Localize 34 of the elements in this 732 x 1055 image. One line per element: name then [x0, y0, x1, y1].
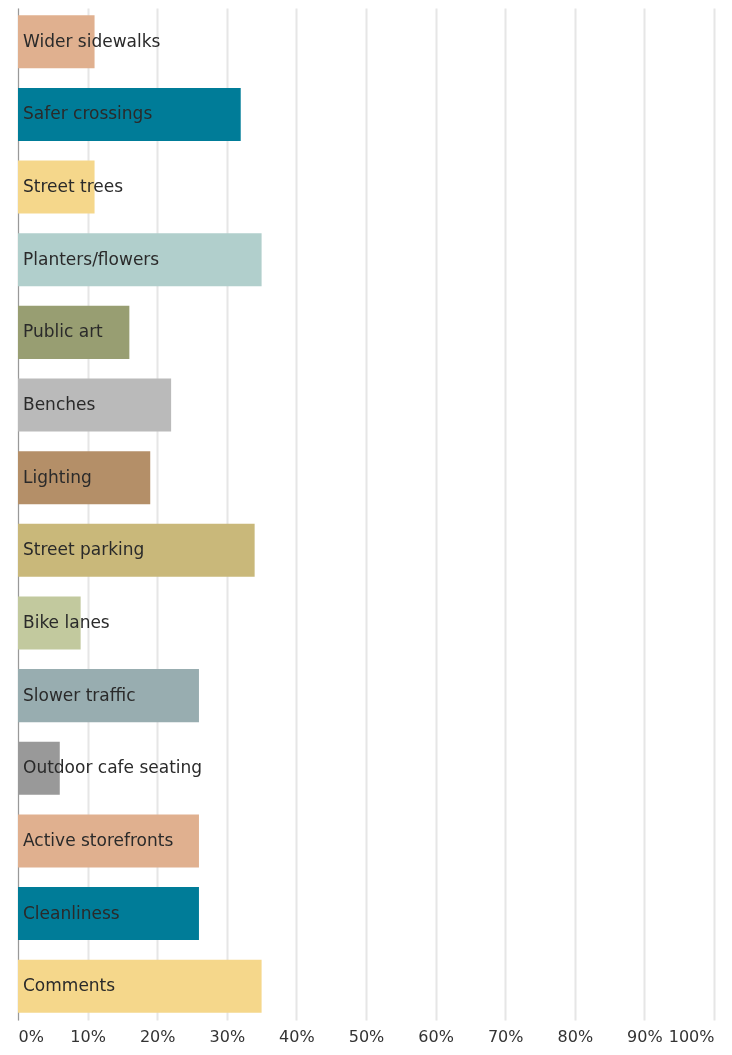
x-tick-label: 0% — [18, 1026, 44, 1046]
y-tick-label: Comments — [23, 975, 116, 996]
y-tick-label: Wider sidewalks — [23, 30, 161, 51]
bar — [18, 669, 199, 723]
x-tick-label: 60% — [418, 1026, 454, 1046]
y-tick-label: Active storefronts — [23, 829, 174, 850]
bar — [18, 887, 199, 941]
y-tick-label: Cleanliness — [23, 902, 120, 923]
x-tick-label: 20% — [139, 1026, 176, 1046]
bar — [18, 451, 151, 505]
y-tick-label: Safer crossings — [23, 103, 153, 124]
bar — [18, 959, 262, 1013]
y-tick-label: Lighting — [23, 466, 92, 487]
x-tick-label: 100% — [668, 1026, 715, 1046]
bar — [18, 87, 241, 141]
x-tick-label: 50% — [348, 1026, 385, 1046]
bar — [18, 233, 262, 287]
x-tick-label: 40% — [279, 1026, 315, 1046]
bar — [18, 305, 130, 359]
y-tick-label: Public art — [23, 321, 104, 342]
bar — [18, 814, 199, 868]
y-tick-label: Bike lanes — [23, 611, 110, 632]
y-tick-label: Benches — [23, 394, 96, 415]
bar — [18, 523, 255, 577]
x-tick-label: 80% — [557, 1026, 594, 1046]
y-tick-label: Street parking — [23, 539, 145, 560]
y-tick-label: Planters/flowers — [23, 248, 160, 269]
x-tick-label: 10% — [70, 1026, 106, 1046]
bar — [18, 378, 172, 432]
x-tick-label: 90% — [627, 1026, 663, 1046]
x-tick-label: 70% — [487, 1026, 524, 1046]
x-tick-label: 30% — [209, 1026, 246, 1046]
y-tick-label: Street trees — [23, 176, 124, 197]
y-tick-label: Slower traffic — [23, 684, 136, 705]
